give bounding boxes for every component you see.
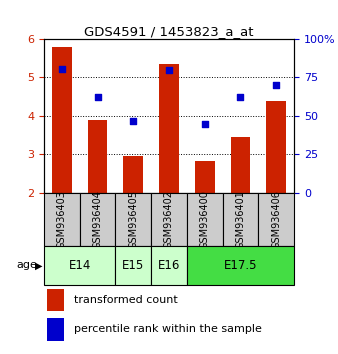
Bar	[231, 137, 250, 193]
Text: E17.5: E17.5	[224, 259, 257, 272]
Text: GSM936403: GSM936403	[57, 190, 67, 249]
Bar	[115, 193, 151, 246]
Bar	[123, 156, 143, 193]
Point	[59, 66, 65, 72]
Point	[238, 95, 243, 100]
Point	[202, 121, 208, 126]
Text: percentile rank within the sample: percentile rank within the sample	[74, 325, 262, 335]
Bar	[80, 193, 115, 246]
Bar	[44, 246, 115, 285]
Text: GSM936400: GSM936400	[200, 190, 210, 249]
Text: GSM936401: GSM936401	[236, 190, 245, 249]
Point	[273, 82, 279, 88]
Bar	[266, 101, 286, 193]
Point	[95, 94, 100, 99]
Text: GSM936406: GSM936406	[271, 190, 281, 249]
Text: GSM936404: GSM936404	[93, 190, 102, 249]
Bar	[258, 193, 294, 246]
Bar	[88, 120, 107, 193]
Bar	[47, 318, 64, 341]
Bar	[151, 193, 187, 246]
Point	[166, 67, 172, 73]
Point	[130, 119, 136, 124]
Bar	[195, 161, 215, 193]
Text: age: age	[16, 261, 37, 270]
Bar	[44, 193, 80, 246]
Title: GDS4591 / 1453823_a_at: GDS4591 / 1453823_a_at	[84, 25, 254, 38]
Bar	[52, 47, 72, 193]
Bar	[47, 289, 64, 312]
Bar	[151, 246, 187, 285]
Bar	[223, 193, 258, 246]
Text: transformed count: transformed count	[74, 295, 178, 305]
Bar	[159, 64, 179, 193]
Text: ▶: ▶	[35, 261, 42, 270]
Bar	[115, 246, 151, 285]
Text: GSM936402: GSM936402	[164, 190, 174, 249]
Bar	[187, 246, 294, 285]
Text: E14: E14	[69, 259, 91, 272]
Text: E15: E15	[122, 259, 144, 272]
Text: GSM936405: GSM936405	[128, 190, 138, 249]
Bar	[187, 193, 223, 246]
Text: E16: E16	[158, 259, 180, 272]
